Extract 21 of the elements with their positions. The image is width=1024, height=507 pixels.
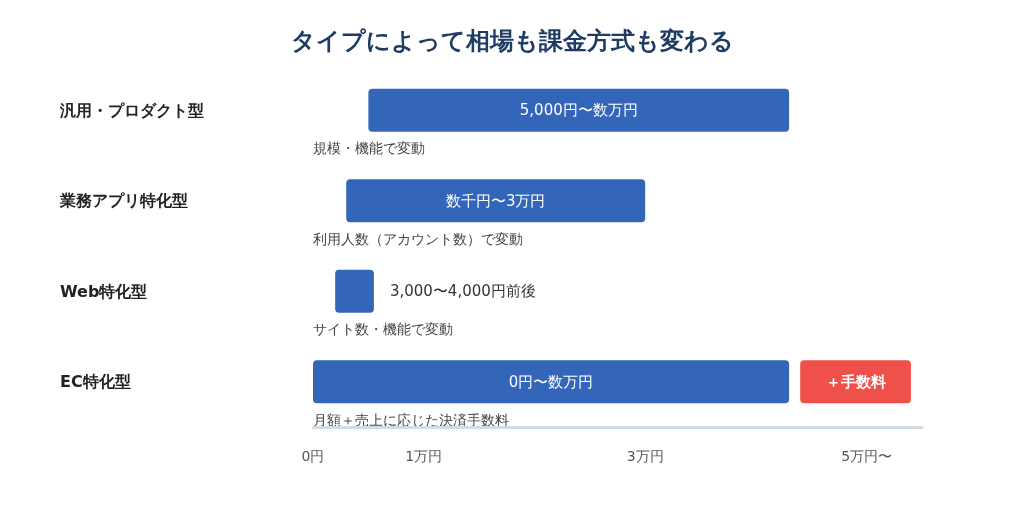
x-tick-label: 3万円 [626,448,664,464]
x-tick-label: 0円 [301,448,325,464]
chart-title: タイプによって相場も課金方式も変わる [290,27,734,55]
annotation: 規模・機能で変動 [313,140,425,157]
annotation: 数千円〜3万円 [445,191,546,210]
annotation: 利用人数（アカウント数）で変動 [313,230,523,247]
annotation: サイト数・機能で変動 [313,321,453,338]
bar [335,269,374,313]
bar [368,88,790,132]
y-tick-label: EC特化型 [60,372,131,392]
y-tick-label: 汎用・プロダクト型 [59,100,204,120]
y-tick-label: 業務アプリ特化型 [59,191,188,211]
annotation: 5,000円〜数万円 [519,101,638,120]
x-tick-label: 5万円〜 [841,448,893,464]
y-tick-label: Web特化型 [60,281,148,301]
annotation: 0円〜数万円 [508,372,594,391]
annotation: ＋手数料 [825,372,886,391]
bar [346,179,646,223]
x-tick-label: 1万円 [405,448,443,464]
bar [313,360,790,404]
annotation: 3,000〜4,000円前後 [389,282,536,301]
